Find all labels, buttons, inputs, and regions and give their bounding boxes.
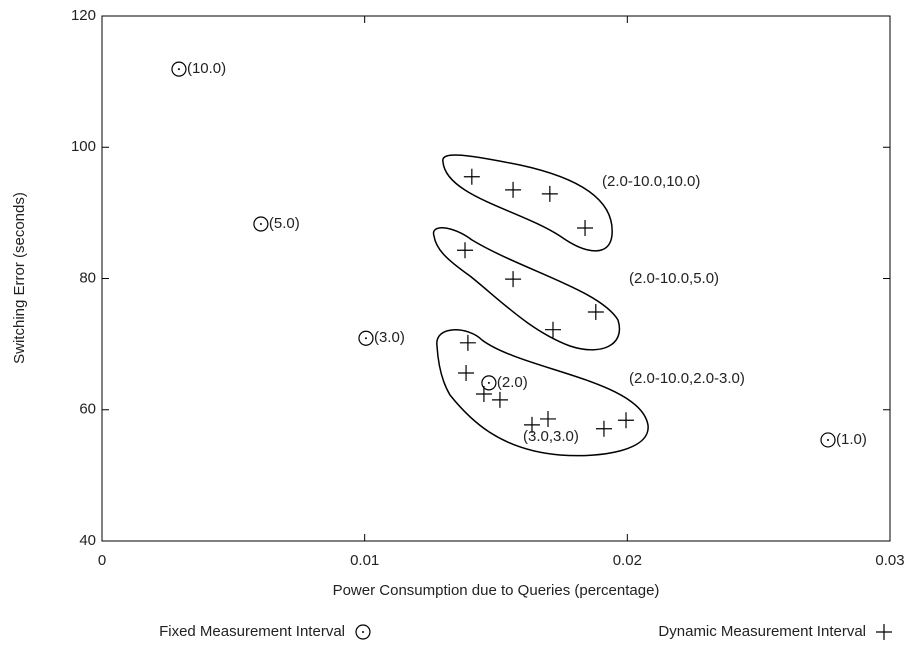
x-tick-label: 0.01 — [350, 552, 379, 569]
cluster-outline — [432, 227, 621, 351]
point-plus — [541, 185, 558, 202]
point-plus — [577, 219, 594, 236]
marker-dot — [259, 223, 262, 226]
point-label: (3.0) — [374, 329, 405, 346]
point-plus — [523, 416, 540, 433]
annotation: (3.0,3.0) — [523, 428, 579, 445]
point-circle — [171, 61, 187, 77]
cluster-outline — [436, 329, 649, 457]
y-tick-label: 100 — [71, 138, 96, 155]
point-label: (10.0) — [187, 60, 226, 77]
marker-ring — [355, 624, 371, 640]
point-plus — [595, 420, 612, 437]
marker-ring — [358, 330, 374, 346]
marker-dot — [364, 337, 367, 340]
marker-dot — [827, 438, 830, 441]
point-circle — [253, 216, 269, 232]
marker-ring — [171, 61, 187, 77]
point-plus — [458, 365, 475, 381]
point-circle — [820, 432, 836, 448]
y-tick-label: 40 — [79, 532, 96, 549]
x-tick-label: 0.02 — [613, 552, 642, 569]
annotation: (2.0-10.0,5.0) — [629, 270, 719, 287]
marker-dot — [177, 68, 180, 71]
marker-ring — [820, 432, 836, 448]
marker-ring — [481, 375, 497, 391]
point-plus — [491, 391, 508, 408]
y-tick-label: 120 — [71, 7, 96, 24]
annotation: (2.0-10.0,2.0-3.0) — [629, 370, 745, 387]
y-axis-label: Switching Error (seconds) — [11, 192, 28, 364]
point-plus — [459, 334, 476, 351]
y-tick-label: 80 — [79, 269, 96, 286]
point-plus — [587, 303, 604, 320]
point-plus — [876, 624, 892, 640]
point-plus — [505, 271, 522, 288]
annotation: (2.0-10.0,10.0) — [602, 173, 700, 190]
point-label: (2.0) — [497, 374, 528, 391]
point-plus — [540, 410, 557, 427]
marker-ring — [253, 216, 269, 232]
point-label: (5.0) — [269, 215, 300, 232]
marker-dot — [487, 381, 490, 384]
x-tick-label: 0.03 — [875, 552, 904, 569]
point-circle — [358, 330, 374, 346]
point-plus — [505, 181, 522, 198]
plot-frame — [101, 15, 891, 542]
point-label: (1.0) — [836, 431, 867, 448]
legend-label: Fixed Measurement Interval — [159, 623, 345, 640]
point-plus — [463, 168, 480, 185]
x-axis-label: Power Consumption due to Queries (percen… — [333, 582, 660, 599]
marker-dot — [362, 631, 364, 633]
point-plus — [544, 321, 561, 338]
point-plus — [618, 412, 635, 429]
cluster-outline — [442, 154, 613, 252]
point-circle — [481, 375, 497, 391]
point-plus — [475, 386, 492, 402]
y-tick-label: 60 — [79, 401, 96, 418]
point-circle — [355, 624, 371, 640]
x-tick-label: 0 — [98, 552, 106, 569]
legend-label: Dynamic Measurement Interval — [658, 623, 866, 640]
point-plus — [457, 242, 474, 259]
